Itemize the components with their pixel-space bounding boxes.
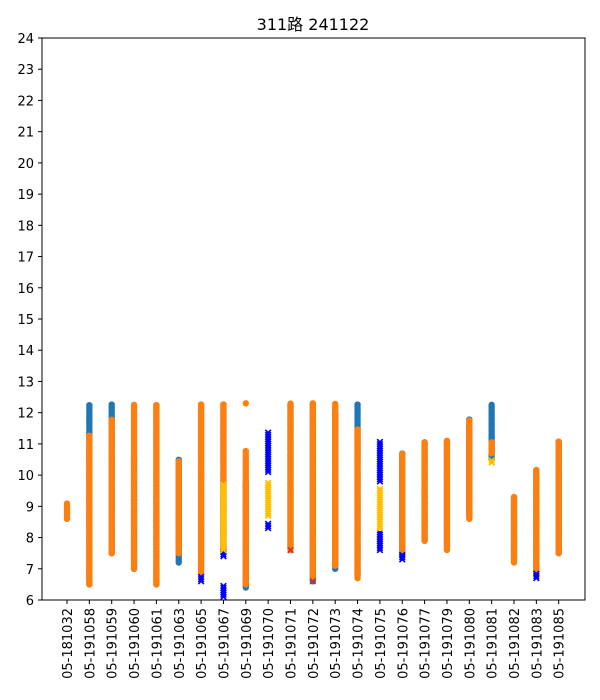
y-tick-label: 21 — [17, 126, 34, 141]
data-point — [421, 439, 428, 446]
y-tick-label: 17 — [17, 251, 34, 266]
x-tick-label: 05-191071 — [285, 608, 300, 679]
data-point-x — [376, 438, 384, 446]
data-point-x — [220, 483, 227, 491]
data-point-x — [264, 522, 272, 530]
x-tick-label: 05-191061 — [150, 608, 165, 679]
x-tick-label: 05-191060 — [128, 608, 143, 679]
data-point — [287, 400, 294, 407]
data-point-x — [376, 485, 384, 493]
y-tick-label: 24 — [17, 32, 34, 47]
y-tick-label: 10 — [17, 469, 34, 484]
data-point — [354, 401, 361, 408]
data-point-x — [376, 487, 384, 495]
data-point — [242, 400, 249, 407]
data-point-x — [197, 575, 205, 583]
x-tick-label: 05-191085 — [553, 608, 568, 679]
y-tick-label: 9 — [26, 500, 34, 515]
data-point — [242, 447, 249, 455]
data-point-x — [398, 553, 406, 561]
x-tick-label: 05-191074 — [352, 608, 367, 679]
x-tick-label: 05-191073 — [329, 608, 344, 679]
x-tick-label: 05-181032 — [61, 608, 76, 679]
x-tick-label: 05-191075 — [374, 608, 389, 679]
y-tick-label: 15 — [17, 313, 34, 328]
x-tick-label: 05-191082 — [508, 608, 523, 679]
x-tick-label: 05-191076 — [396, 608, 411, 679]
data-point-x — [376, 440, 384, 448]
data-point — [533, 466, 540, 474]
data-point-x — [264, 479, 272, 487]
x-axis: 05-181032 05-191058 05-191059 05-191060 05-1… — [61, 600, 568, 679]
y-tick-label: 13 — [17, 375, 34, 390]
data-point-x — [532, 572, 540, 580]
x-tick-label: 05-191059 — [106, 608, 121, 679]
data-point — [108, 401, 115, 408]
y-tick-label: 6 — [26, 594, 34, 609]
data-points — [63, 400, 562, 601]
y-tick-label: 22 — [17, 94, 34, 109]
data-point — [309, 400, 317, 407]
data-point-x — [398, 551, 406, 559]
data-point-x — [264, 431, 272, 439]
data-point-x — [220, 582, 227, 590]
data-point — [153, 401, 160, 409]
data-point-x — [488, 459, 496, 466]
data-point — [108, 416, 115, 424]
data-point — [555, 438, 562, 445]
y-tick-label: 11 — [17, 438, 34, 453]
data-point-x — [287, 546, 294, 554]
y-tick-label: 8 — [26, 532, 34, 547]
y-axis: 6 7 8 9 10 11 12 13 14 15 16 17 18 19 20 21 22 23 24 — [17, 32, 42, 609]
data-point-x — [309, 577, 317, 585]
data-point — [466, 417, 473, 424]
data-point — [488, 401, 495, 409]
x-tick-label: 05-191083 — [530, 608, 545, 679]
x-tick-label: 05-191072 — [307, 608, 322, 679]
data-point-x — [220, 481, 227, 488]
x-tick-label: 05-191070 — [262, 608, 277, 679]
data-point — [443, 437, 451, 444]
x-tick-label: 05-191077 — [419, 608, 434, 679]
data-point-x — [264, 481, 272, 489]
data-point-x — [264, 520, 272, 528]
data-point-x — [532, 570, 540, 578]
data-point — [197, 401, 205, 408]
y-tick-label: 18 — [17, 219, 34, 234]
data-point-x — [488, 457, 496, 464]
data-point-x — [376, 531, 384, 539]
data-point — [130, 401, 138, 409]
data-point — [488, 439, 495, 446]
y-tick-label: 12 — [17, 407, 34, 422]
data-point — [354, 426, 361, 433]
x-tick-label: 05-191067 — [217, 608, 232, 679]
y-tick-label: 19 — [17, 188, 34, 203]
data-point — [86, 401, 93, 409]
x-tick-label: 05-191081 — [486, 608, 501, 679]
data-point-x — [197, 573, 205, 581]
x-tick-label: 05-191065 — [195, 608, 210, 679]
y-tick-label: 14 — [17, 344, 34, 359]
y-tick-label: 7 — [26, 563, 34, 578]
x-tick-label: 05-191080 — [463, 608, 478, 679]
data-point — [175, 458, 182, 465]
x-tick-label: 05-191069 — [240, 608, 255, 679]
data-point — [510, 493, 518, 501]
x-tick-label: 05-191079 — [441, 608, 456, 679]
x-tick-label: 05-191063 — [173, 608, 188, 679]
data-point-x — [220, 584, 227, 592]
data-point — [332, 400, 339, 408]
data-point — [63, 500, 71, 507]
data-point — [86, 432, 93, 439]
data-point-x — [264, 429, 272, 437]
chart-title: 311路 241122 — [257, 15, 370, 34]
data-point — [399, 450, 406, 458]
y-tick-label: 20 — [17, 157, 34, 172]
y-tick-label: 16 — [17, 282, 34, 297]
x-tick-label: 05-191058 — [83, 608, 98, 679]
data-point — [220, 401, 227, 408]
y-tick-label: 23 — [17, 63, 34, 78]
